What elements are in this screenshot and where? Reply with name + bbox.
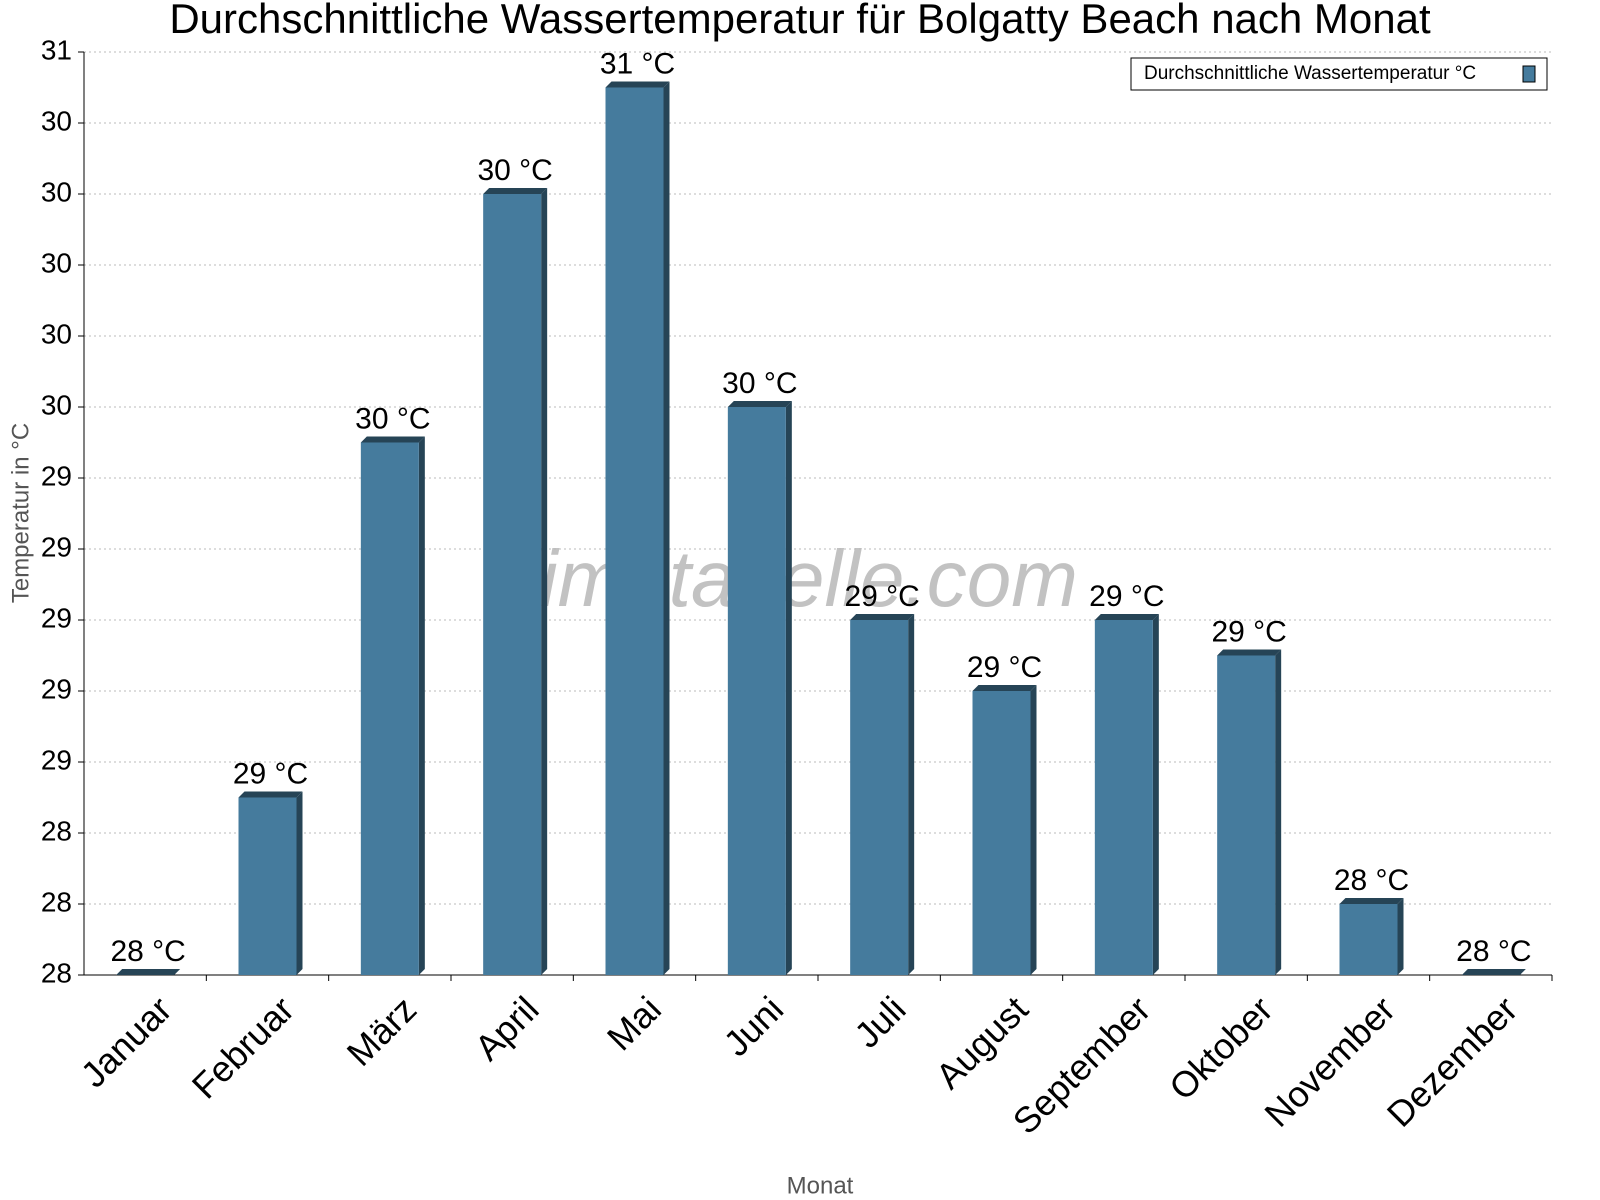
y-tick-label: 30: [41, 176, 72, 207]
x-tick-label: Dezember: [1379, 988, 1525, 1134]
bar-side: [541, 188, 548, 975]
y-tick-label: 28: [41, 886, 72, 917]
y-tick-label: 30: [41, 318, 72, 349]
x-tick-label: April: [467, 988, 547, 1068]
data-label: 28 °C: [110, 935, 185, 968]
x-tick-label: Januar: [73, 988, 180, 1095]
bar-side: [785, 401, 792, 975]
data-label: 30 °C: [477, 154, 552, 187]
bar: [1217, 655, 1276, 975]
data-label: 30 °C: [355, 402, 430, 435]
data-label: 31 °C: [600, 47, 675, 80]
bar: [1339, 904, 1398, 975]
bar: [972, 691, 1031, 975]
y-tick-label: 28: [41, 815, 72, 846]
bar-top: [238, 791, 303, 798]
bar-side: [1397, 898, 1404, 975]
y-tick-label: 30: [41, 105, 72, 136]
bar: [605, 87, 664, 975]
bar: [238, 797, 297, 975]
bar-top: [116, 969, 181, 975]
y-axis-title: Temperatur in °C: [7, 423, 34, 603]
x-axis-title: Monat: [787, 1172, 854, 1199]
bar-top: [1461, 969, 1526, 975]
bar-top: [605, 81, 670, 88]
bar-top: [1339, 898, 1404, 904]
bar-side: [296, 791, 303, 975]
legend-label: Durchschnittliche Wassertemperatur °C: [1144, 63, 1476, 84]
bar-top: [1217, 649, 1282, 656]
data-label: 29 °C: [233, 757, 308, 790]
y-tick-label: 29: [41, 744, 72, 775]
x-tick-label: Oktober: [1161, 988, 1281, 1108]
bar-top: [727, 401, 792, 407]
data-label: 28 °C: [1334, 864, 1409, 897]
legend-box: [1130, 57, 1548, 91]
bar-side: [1275, 649, 1282, 975]
legend-swatch: [1522, 65, 1536, 83]
y-tick-label: 30: [41, 389, 72, 420]
bar-top: [972, 685, 1037, 691]
y-tick-label: 29: [41, 531, 72, 562]
data-label: 29 °C: [967, 651, 1042, 684]
y-tick-label: 30: [41, 247, 72, 278]
chart-title: Durchschnittliche Wassertemperatur für B…: [169, 0, 1431, 42]
bar-top: [483, 188, 548, 194]
data-label: 29 °C: [1211, 615, 1286, 648]
bar: [483, 194, 542, 975]
bar-side: [1152, 614, 1159, 975]
bar: [850, 620, 909, 975]
x-tick-label: November: [1256, 988, 1402, 1134]
bar-side: [908, 614, 915, 975]
x-tick-label: März: [339, 988, 425, 1074]
y-tick-label: 29: [41, 602, 72, 633]
x-tick-label: Juli: [846, 988, 913, 1055]
x-tick-label: Februar: [184, 988, 302, 1106]
bar-top: [850, 614, 915, 620]
y-tick-label: 29: [41, 460, 72, 491]
bar: [1094, 620, 1153, 975]
data-label: 28 °C: [1456, 935, 1531, 968]
bar-top: [1094, 614, 1159, 620]
y-tick-label: 28: [41, 957, 72, 988]
x-tick-label: Mai: [599, 988, 669, 1058]
y-tick-label: 29: [41, 673, 72, 704]
x-tick-label: Juni: [716, 988, 792, 1064]
data-label: 29 °C: [844, 580, 919, 613]
bar: [727, 407, 786, 975]
data-label: 29 °C: [1089, 580, 1164, 613]
legend: Durchschnittliche Wassertemperatur °C: [1130, 57, 1548, 91]
bar-top: [360, 436, 425, 443]
x-tick-label: August: [928, 988, 1036, 1096]
data-label: 30 °C: [722, 367, 797, 400]
bar-side: [663, 81, 670, 975]
bar-side: [418, 436, 425, 975]
y-tick-label: 31: [41, 34, 72, 65]
bar-side: [1030, 685, 1037, 975]
bar: [360, 442, 419, 975]
